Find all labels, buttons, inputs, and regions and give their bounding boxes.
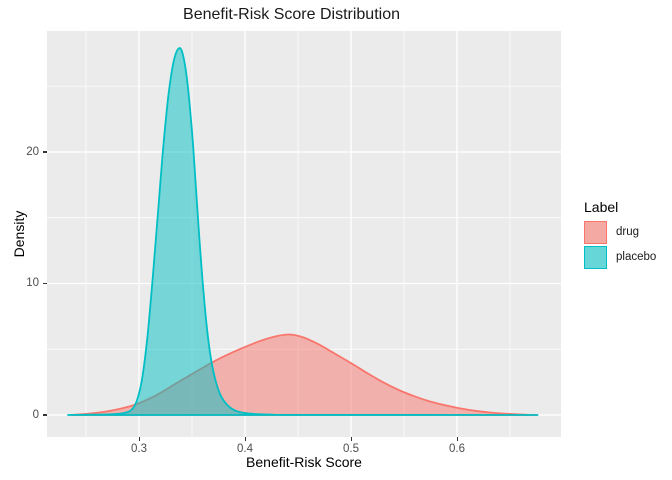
y-axis-title: Density xyxy=(11,210,27,258)
x-tick-label: 0.5 xyxy=(343,443,359,455)
legend-swatch-placebo xyxy=(584,245,607,269)
x-tick-mark xyxy=(244,437,246,441)
legend: Label drug placebo xyxy=(584,199,656,270)
legend-title: Label xyxy=(584,199,619,215)
plot-title: Benefit-Risk Score Distribution xyxy=(183,6,400,23)
y-tick-label: 10 xyxy=(26,277,39,290)
density-plot-canvas xyxy=(47,31,561,437)
x-tick-mark xyxy=(138,437,140,441)
legend-item-placebo: placebo xyxy=(584,245,656,269)
x-tick-label: 0.3 xyxy=(131,443,147,455)
y-tick-mark xyxy=(43,414,47,416)
legend-swatch-drug xyxy=(584,220,607,244)
x-tick-mark xyxy=(456,437,458,441)
x-tick-label: 0.6 xyxy=(449,443,465,455)
x-axis-title: Benefit-Risk Score xyxy=(246,454,362,470)
plot-panel xyxy=(47,31,561,437)
x-tick-label: 0.4 xyxy=(237,443,253,455)
legend-label-placebo: placebo xyxy=(616,251,657,263)
y-tick-mark xyxy=(43,282,47,285)
density-area-placebo xyxy=(67,47,539,416)
y-tick-mark xyxy=(43,151,47,153)
y-tick-label: 20 xyxy=(26,145,39,158)
x-tick-mark xyxy=(350,437,352,441)
legend-item-drug: drug xyxy=(584,220,656,244)
legend-label-drug: drug xyxy=(616,226,640,238)
y-tick-label: 0 xyxy=(32,408,39,421)
